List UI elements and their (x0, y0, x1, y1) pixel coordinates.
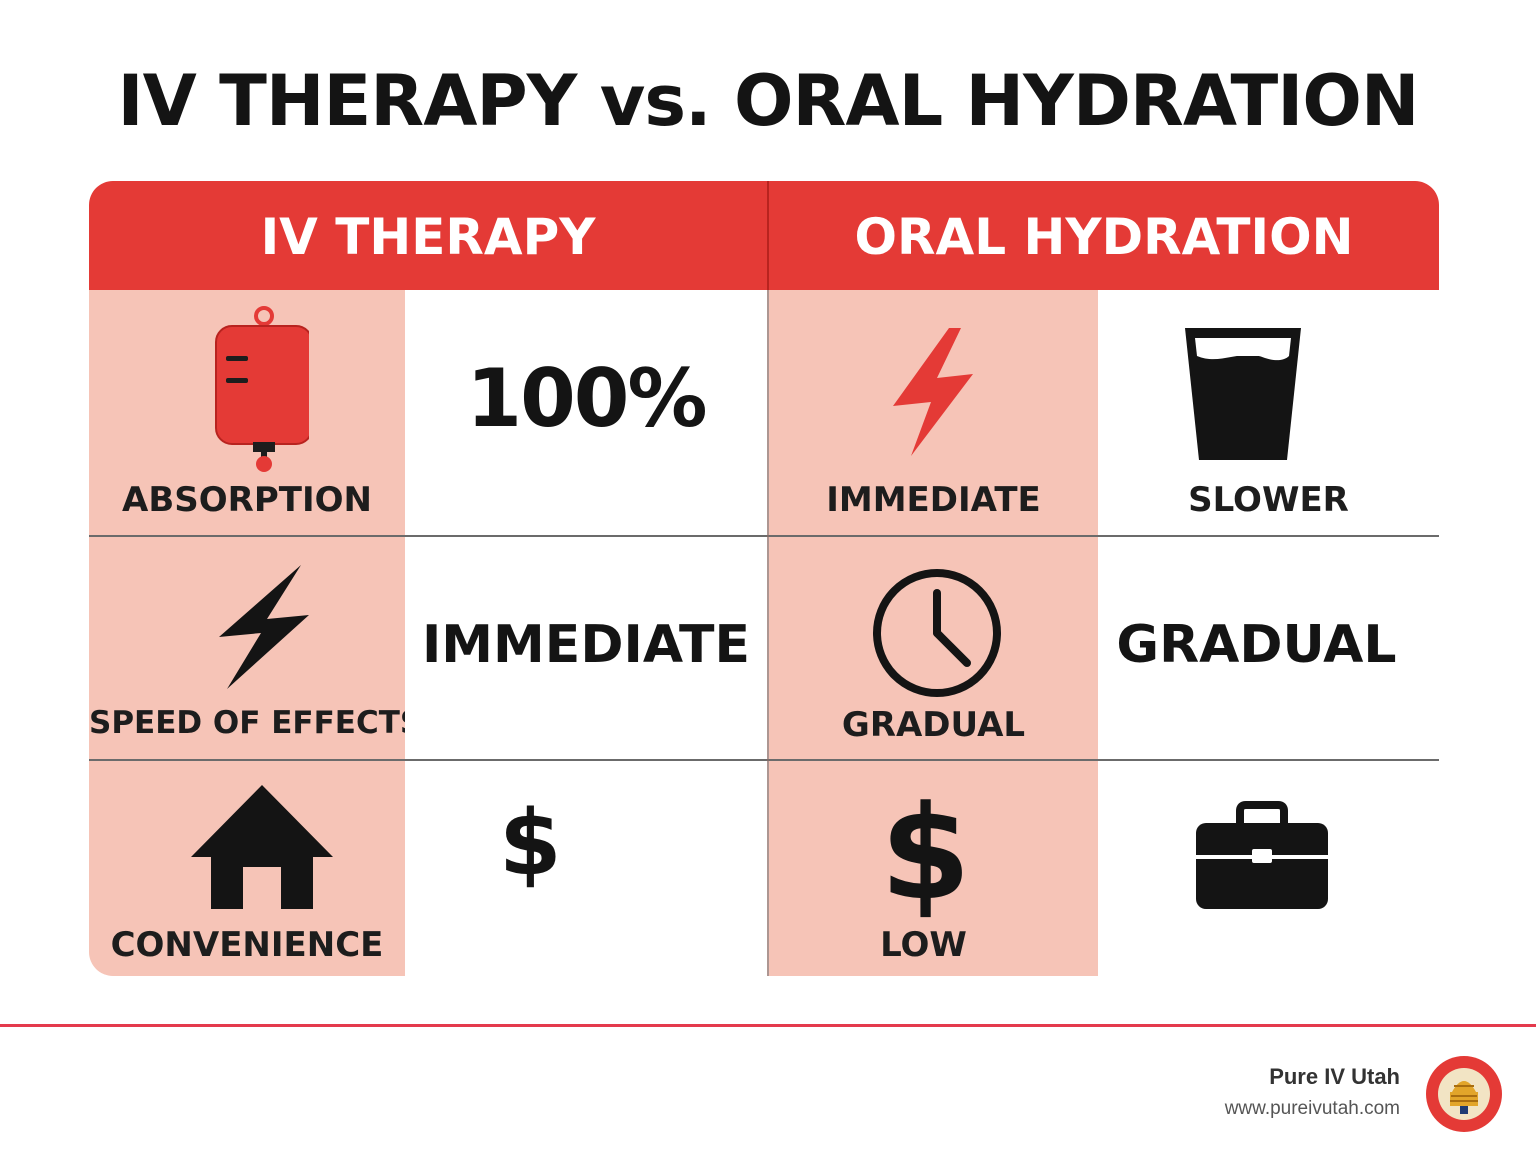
absorption-value: 100% (466, 352, 707, 445)
speed-of-effects-label: SPEED OF EFFECTS (89, 705, 423, 741)
water-glass-icon (1185, 328, 1301, 460)
convenience-value: $ (499, 791, 562, 896)
column-header-oral-hydration: ORAL HYDRATION (854, 208, 1354, 266)
cell-iv-absorption-value: 100% (405, 290, 767, 535)
oral-speed-label: GRADUAL (841, 705, 1026, 745)
slower-value: SLOWER (1188, 480, 1349, 520)
pure-iv-utah-logo-icon (1426, 1056, 1502, 1132)
row-divider (89, 535, 1439, 537)
row-divider (89, 759, 1439, 761)
footer-divider (0, 1024, 1536, 1027)
page-title: IV THERAPY vs. ORAL HYDRATION (117, 60, 1420, 142)
clock-icon (873, 569, 1001, 697)
cell-iv-absorption: ABSORPTION (89, 290, 405, 535)
briefcase-icon (1196, 801, 1328, 909)
lightning-bolt-icon (219, 565, 309, 689)
column-divider (767, 290, 769, 976)
brand-url[interactable]: www.pureivutah.com (1224, 1098, 1400, 1119)
cell-oral-low: $ LOW (769, 761, 1098, 976)
speed-value: IMMEDIATE (421, 615, 751, 675)
lightning-bolt-icon (893, 328, 973, 456)
low-label: LOW (880, 925, 967, 965)
oral-absorption-label: IMMEDIATE (826, 480, 1041, 520)
cell-oral-convenience-value (1098, 761, 1439, 976)
column-header-iv-therapy: IV THERAPY (260, 208, 596, 266)
house-icon (191, 785, 333, 909)
cell-oral-immediate: IMMEDIATE (769, 290, 1098, 535)
absorption-label: ABSORPTION (122, 480, 372, 520)
table-header: IV THERAPY ORAL HYDRATION (89, 181, 1439, 290)
cell-iv-speed: SPEED OF EFFECTS (89, 537, 423, 759)
iv-bag-icon (215, 306, 309, 472)
cell-oral-gradual-value: GRADUAL (1098, 537, 1439, 759)
cell-iv-convenience-value: $ (405, 761, 767, 976)
convenience-label: CONVENIENCE (110, 925, 384, 965)
cell-oral-gradual: GRADUAL (769, 537, 1098, 759)
comparison-table: IV THERAPY ORAL HYDRATION ABSORPTION 100… (89, 181, 1439, 976)
gradual-value: GRADUAL (1116, 615, 1397, 675)
cell-oral-slower: SLOWER (1098, 290, 1439, 535)
header-divider (767, 181, 769, 290)
cell-iv-speed-value: IMMEDIATE (405, 537, 767, 759)
cell-iv-convenience: CONVENIENCE (89, 761, 405, 976)
brand-name: Pure IV Utah (1269, 1064, 1400, 1089)
dollar-symbol: $ (880, 777, 971, 929)
